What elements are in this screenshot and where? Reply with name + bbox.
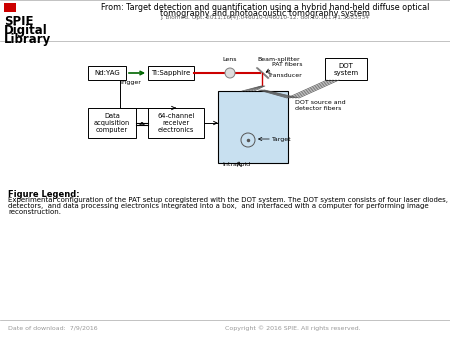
Text: Trigger: Trigger	[120, 80, 142, 85]
Bar	[218, 91, 288, 163]
Text: Beam-splitter: Beam-splitter	[257, 57, 300, 62]
Bar	[88, 66, 126, 80]
Bar	[4, 3, 16, 12]
Text: Transducer: Transducer	[268, 73, 303, 78]
Text: DOT source and
detector fibers: DOT source and detector fibers	[295, 100, 346, 111]
Circle shape	[225, 68, 235, 78]
Text: detectors,  and data processing electronics integrated into a box,  and interfac: detectors, and data processing electroni…	[8, 203, 428, 209]
Text: Library: Library	[4, 33, 51, 46]
Text: DOT
system: DOT system	[333, 63, 359, 75]
Text: 64-channel
receiver
electronics: 64-channel receiver electronics	[158, 113, 195, 133]
Text: Data
acquisition
computer: Data acquisition computer	[94, 113, 130, 133]
Text: reconstruction.: reconstruction.	[8, 209, 61, 215]
Text: Digital: Digital	[4, 24, 48, 37]
Text: tomography and photoacoustic tomography system: tomography and photoacoustic tomography …	[160, 9, 370, 18]
Text: From: Target detection and quantification using a hybrid hand-held diffuse optic: From: Target detection and quantificatio…	[101, 3, 429, 12]
Bar	[148, 66, 194, 80]
Text: Nd:YAG: Nd:YAG	[94, 70, 120, 76]
Text: Target: Target	[272, 137, 292, 142]
Text: Lens: Lens	[223, 57, 237, 62]
Text: J. Biomed. Opt. 2011;16(4):046010-046010-12. doi:10.1117/1.3583534: J. Biomed. Opt. 2011;16(4):046010-046010…	[161, 15, 369, 20]
Text: Copyright © 2016 SPIE. All rights reserved.: Copyright © 2016 SPIE. All rights reserv…	[225, 325, 360, 331]
Bar	[88, 108, 136, 138]
Text: PAT fibers: PAT fibers	[272, 62, 302, 67]
Text: Figure Legend:: Figure Legend:	[8, 190, 80, 199]
Bar	[148, 108, 204, 138]
Bar	[325, 58, 367, 80]
Text: Date of download:  7/9/2016: Date of download: 7/9/2016	[8, 325, 98, 330]
Text: Ti:Sapphire: Ti:Sapphire	[151, 70, 191, 76]
Text: Experimental configuration of the PAT setup coregistered with the DOT system. Th: Experimental configuration of the PAT se…	[8, 197, 450, 203]
Text: Intralipid: Intralipid	[222, 162, 250, 167]
Text: SPIE: SPIE	[4, 15, 33, 28]
